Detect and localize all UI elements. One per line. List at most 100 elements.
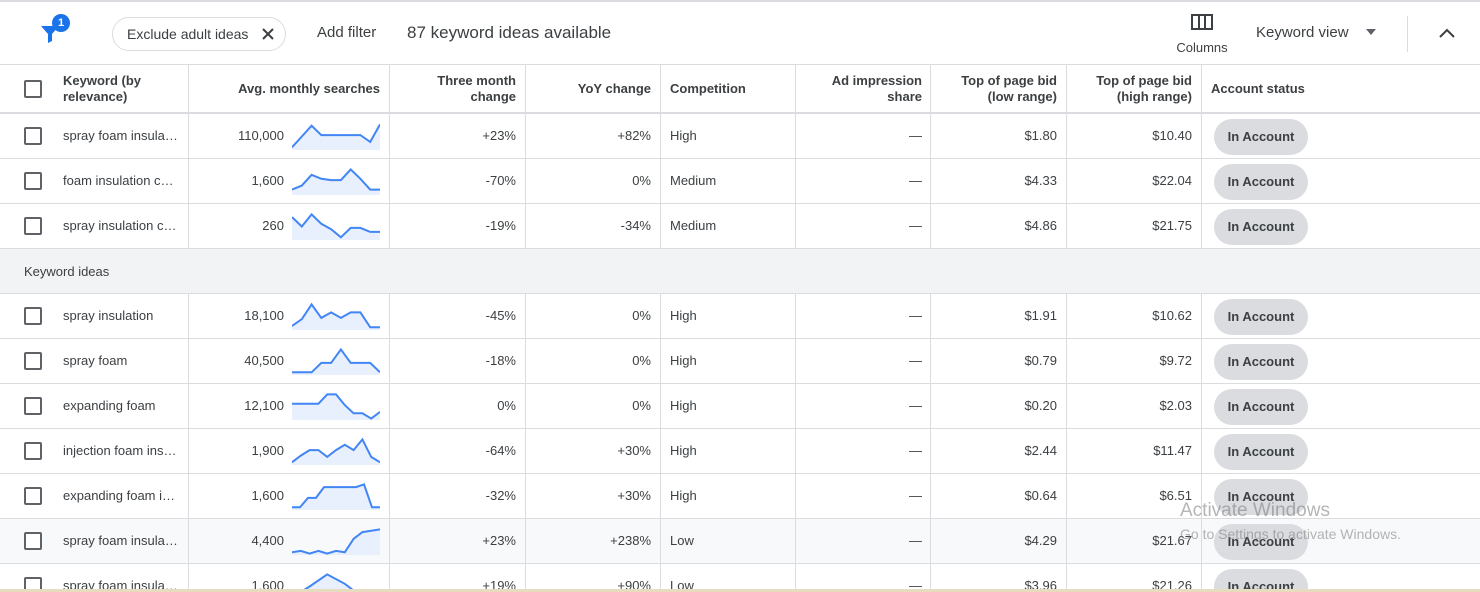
keyword-text[interactable]: spray foam insula… xyxy=(63,533,178,548)
three-month-change: -70% xyxy=(485,173,516,188)
trend-sparkline xyxy=(292,483,380,510)
in-account-button[interactable]: In Account xyxy=(1214,209,1308,245)
row-checkbox[interactable] xyxy=(24,217,42,235)
competition: High xyxy=(670,398,697,413)
row-checkbox[interactable] xyxy=(24,577,42,592)
in-account-button[interactable]: In Account xyxy=(1214,569,1308,592)
exclude-adult-ideas-chip[interactable]: Exclude adult ideas xyxy=(112,17,286,51)
yoy-change: +82% xyxy=(617,128,651,143)
keyword-text[interactable]: injection foam ins… xyxy=(63,443,177,458)
keyword-ideas-count: 87 keyword ideas available xyxy=(407,23,612,42)
bid-low: $4.29 xyxy=(1024,533,1057,548)
yoy-change: +90% xyxy=(617,578,651,592)
table-row[interactable]: spray insulation c… 260 -19% -34% Medium — $4.… xyxy=(0,204,1480,249)
column-header-avg-monthly-searches[interactable]: Avg. monthly searches xyxy=(238,81,380,96)
bid-high: $21.26 xyxy=(1152,578,1192,592)
group-label: Keyword ideas xyxy=(24,264,110,279)
in-account-button[interactable]: In Account xyxy=(1214,299,1308,335)
column-divider xyxy=(660,64,661,249)
bid-high: $22.04 xyxy=(1152,173,1192,188)
table-row[interactable]: foam insulation c… 1,600 -70% 0% Medium — $4.3… xyxy=(0,159,1480,204)
add-filter-button[interactable]: Add filter xyxy=(317,24,377,41)
bid-low: $1.80 xyxy=(1024,128,1057,143)
column-header-keyword[interactable]: Keyword (by relevance) xyxy=(63,73,142,104)
column-header-account-status[interactable]: Account status xyxy=(1211,81,1305,96)
column-header-bid-high[interactable]: Top of page bid (high range) xyxy=(1096,73,1192,104)
keyword-view-dropdown[interactable]: Keyword view xyxy=(1256,24,1349,41)
table-row[interactable]: spray insulation 18,100 -45% 0% High — $1.91 $1… xyxy=(0,294,1480,339)
avg-monthly-searches: 40,500 xyxy=(244,353,284,368)
columns-button[interactable]: Columns xyxy=(1170,12,1234,58)
caret-down-icon[interactable] xyxy=(1366,29,1376,35)
column-divider xyxy=(795,294,796,592)
table-row[interactable]: expanding foam 12,100 0% 0% High — $0.20 $2.03 I… xyxy=(0,384,1480,429)
close-icon[interactable] xyxy=(260,26,276,42)
trend-sparkline xyxy=(292,393,380,420)
column-divider xyxy=(389,64,390,249)
in-account-button[interactable]: In Account xyxy=(1214,479,1308,515)
bid-high: $2.03 xyxy=(1159,398,1192,413)
row-checkbox[interactable] xyxy=(24,442,42,460)
in-account-button[interactable]: In Account xyxy=(1214,389,1308,425)
row-checkbox[interactable] xyxy=(24,307,42,325)
filter-icon[interactable] xyxy=(38,16,72,46)
keyword-ideas-group-header: Keyword ideas xyxy=(0,249,1480,294)
trend-sparkline xyxy=(292,123,380,150)
row-checkbox[interactable] xyxy=(24,172,42,190)
table-row[interactable]: spray foam insula… 4,400 +23% +238% Low — $4.2… xyxy=(0,519,1480,564)
column-divider xyxy=(795,64,796,249)
keyword-text[interactable]: spray foam xyxy=(63,353,128,368)
bid-high: $21.67 xyxy=(1152,533,1192,548)
table-row[interactable]: spray foam insula… 110,000 +23% +82% High — $1… xyxy=(0,114,1480,159)
bid-high: $9.72 xyxy=(1159,353,1192,368)
bottom-edge xyxy=(0,589,1480,592)
in-account-button[interactable]: In Account xyxy=(1214,119,1308,155)
keyword-text[interactable]: spray foam insula… xyxy=(63,128,178,143)
three-month-change: -45% xyxy=(485,308,516,323)
keyword-text[interactable]: spray foam insula… xyxy=(63,578,178,592)
column-header-ad-impression-share[interactable]: Ad impression share xyxy=(831,73,922,104)
column-header-three-month-change[interactable]: Three month change xyxy=(437,73,516,104)
table-row[interactable]: spray foam insula… 1,600 +19% +90% Low — $3.96… xyxy=(0,564,1480,592)
yoy-change: 0% xyxy=(632,308,651,323)
activate-windows-subtitle: Go to Settings to activate Windows. xyxy=(1180,526,1401,542)
select-all-checkbox[interactable] xyxy=(24,80,42,98)
in-account-button[interactable]: In Account xyxy=(1214,164,1308,200)
column-header-competition[interactable]: Competition xyxy=(670,81,746,96)
columns-label: Columns xyxy=(1176,40,1228,55)
in-account-button[interactable]: In Account xyxy=(1214,434,1308,470)
column-divider xyxy=(1201,294,1202,592)
row-checkbox[interactable] xyxy=(24,352,42,370)
in-account-button[interactable]: In Account xyxy=(1214,344,1308,380)
avg-monthly-searches: 1,900 xyxy=(251,443,284,458)
row-checkbox[interactable] xyxy=(24,397,42,415)
column-divider xyxy=(1066,294,1067,592)
keyword-text[interactable]: spray insulation c… xyxy=(63,218,177,233)
column-divider xyxy=(389,294,390,592)
avg-monthly-searches: 110,000 xyxy=(237,128,284,143)
table-row[interactable]: spray foam 40,500 -18% 0% High — $0.79 $9.72 In … xyxy=(0,339,1480,384)
competition: Low xyxy=(670,533,694,548)
trend-sparkline xyxy=(292,437,380,465)
filter-count-badge: 1 xyxy=(52,14,70,32)
column-header-bid-low[interactable]: Top of page bid (low range) xyxy=(961,73,1057,104)
competition: Medium xyxy=(670,218,717,233)
keyword-text[interactable]: spray insulation xyxy=(63,308,154,323)
row-checkbox[interactable] xyxy=(24,127,42,145)
table-row[interactable]: injection foam ins… 1,900 -64% +30% High — $2.… xyxy=(0,429,1480,474)
keyword-text[interactable]: expanding foam i… xyxy=(63,488,176,503)
in-account-button[interactable]: In Account xyxy=(1214,524,1308,560)
column-divider xyxy=(525,64,526,249)
three-month-change: -64% xyxy=(485,443,516,458)
row-checkbox[interactable] xyxy=(24,532,42,550)
row-checkbox[interactable] xyxy=(24,487,42,505)
table-row[interactable]: expanding foam i… 1,600 -32% +30% High — $0.64… xyxy=(0,474,1480,519)
bid-low: $4.86 xyxy=(1024,218,1057,233)
keyword-text[interactable]: expanding foam xyxy=(63,398,156,413)
chevron-up-icon[interactable] xyxy=(1438,26,1456,40)
ad-impression-share: — xyxy=(909,533,922,548)
keyword-text[interactable]: foam insulation c… xyxy=(63,173,174,188)
column-header-yoy-change[interactable]: YoY change xyxy=(577,81,651,96)
ad-impression-share: — xyxy=(909,398,922,413)
column-divider xyxy=(188,294,189,592)
